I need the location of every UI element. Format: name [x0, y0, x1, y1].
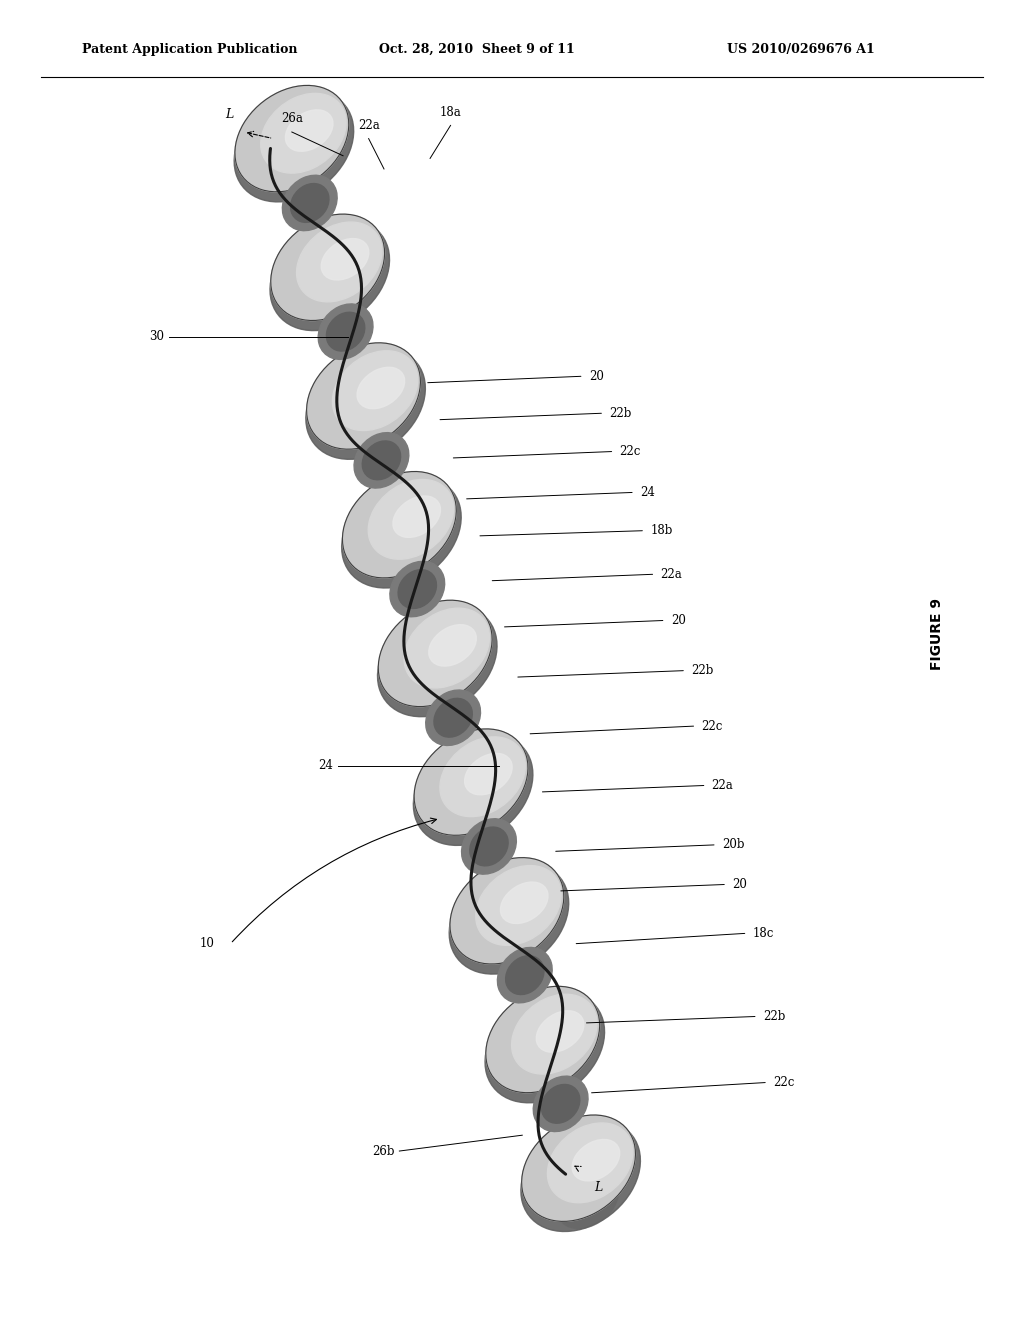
- Ellipse shape: [297, 222, 382, 302]
- Ellipse shape: [434, 698, 472, 737]
- Text: 10: 10: [200, 937, 215, 950]
- Ellipse shape: [462, 818, 516, 874]
- Text: L: L: [225, 108, 233, 121]
- Text: 18c: 18c: [753, 927, 774, 940]
- Ellipse shape: [283, 176, 337, 231]
- Text: 24: 24: [317, 759, 333, 772]
- Text: 22a: 22a: [712, 779, 733, 792]
- Ellipse shape: [234, 90, 353, 202]
- Text: 20: 20: [671, 614, 686, 627]
- Ellipse shape: [291, 183, 329, 222]
- Ellipse shape: [556, 1170, 618, 1229]
- Ellipse shape: [542, 1085, 580, 1123]
- Ellipse shape: [398, 570, 436, 609]
- Text: 22b: 22b: [691, 664, 714, 677]
- Ellipse shape: [450, 862, 568, 974]
- Ellipse shape: [501, 882, 548, 924]
- Ellipse shape: [234, 86, 349, 191]
- Ellipse shape: [378, 601, 493, 706]
- Ellipse shape: [327, 313, 365, 351]
- Ellipse shape: [521, 1115, 636, 1221]
- Text: FIGURE 9: FIGURE 9: [930, 598, 944, 669]
- Ellipse shape: [534, 1076, 588, 1131]
- Ellipse shape: [390, 561, 444, 616]
- Ellipse shape: [306, 347, 425, 459]
- Ellipse shape: [548, 1123, 633, 1203]
- Ellipse shape: [393, 496, 440, 537]
- Text: 22b: 22b: [763, 1010, 785, 1023]
- Ellipse shape: [357, 367, 404, 409]
- Ellipse shape: [572, 1139, 620, 1181]
- Ellipse shape: [378, 605, 497, 717]
- Ellipse shape: [333, 351, 418, 430]
- Text: 30: 30: [148, 330, 164, 343]
- Text: 24: 24: [640, 486, 655, 499]
- Text: 22a: 22a: [357, 119, 380, 132]
- Text: 18a: 18a: [439, 106, 462, 119]
- Ellipse shape: [539, 1131, 618, 1205]
- Ellipse shape: [450, 858, 564, 964]
- Text: 22c: 22c: [701, 719, 723, 733]
- Text: 20: 20: [732, 878, 748, 891]
- Ellipse shape: [440, 737, 525, 817]
- Ellipse shape: [485, 991, 604, 1102]
- Ellipse shape: [429, 624, 476, 667]
- Text: 22c: 22c: [773, 1076, 795, 1089]
- Text: 22b: 22b: [609, 407, 632, 420]
- Ellipse shape: [318, 304, 373, 359]
- Ellipse shape: [470, 828, 508, 866]
- Ellipse shape: [414, 734, 532, 845]
- Ellipse shape: [498, 948, 552, 1003]
- Text: 18b: 18b: [650, 524, 673, 537]
- Ellipse shape: [261, 94, 346, 173]
- Ellipse shape: [306, 343, 421, 449]
- Ellipse shape: [485, 986, 600, 1093]
- Ellipse shape: [354, 433, 409, 488]
- Ellipse shape: [255, 104, 329, 173]
- Text: 26a: 26a: [281, 112, 303, 125]
- Text: 22a: 22a: [660, 568, 682, 581]
- Ellipse shape: [404, 609, 489, 688]
- Ellipse shape: [414, 729, 528, 836]
- Ellipse shape: [537, 1011, 584, 1052]
- Ellipse shape: [270, 219, 389, 330]
- Text: Oct. 28, 2010  Sheet 9 of 11: Oct. 28, 2010 Sheet 9 of 11: [379, 42, 574, 55]
- Text: 20: 20: [589, 370, 604, 383]
- Ellipse shape: [521, 1119, 640, 1232]
- Ellipse shape: [342, 477, 461, 587]
- Ellipse shape: [322, 239, 369, 280]
- Ellipse shape: [362, 441, 400, 479]
- Ellipse shape: [270, 214, 385, 321]
- Ellipse shape: [476, 866, 561, 945]
- Ellipse shape: [506, 956, 544, 994]
- Text: Patent Application Publication: Patent Application Publication: [82, 42, 297, 55]
- Ellipse shape: [512, 994, 597, 1074]
- Ellipse shape: [426, 690, 480, 746]
- Text: L: L: [594, 1181, 602, 1195]
- Text: 20b: 20b: [722, 838, 744, 851]
- Ellipse shape: [342, 471, 457, 578]
- Text: US 2010/0269676 A1: US 2010/0269676 A1: [727, 42, 874, 55]
- Ellipse shape: [369, 479, 454, 560]
- Ellipse shape: [465, 754, 512, 795]
- Ellipse shape: [286, 110, 333, 152]
- Text: 22c: 22c: [620, 445, 641, 458]
- Text: 26b: 26b: [372, 1144, 394, 1158]
